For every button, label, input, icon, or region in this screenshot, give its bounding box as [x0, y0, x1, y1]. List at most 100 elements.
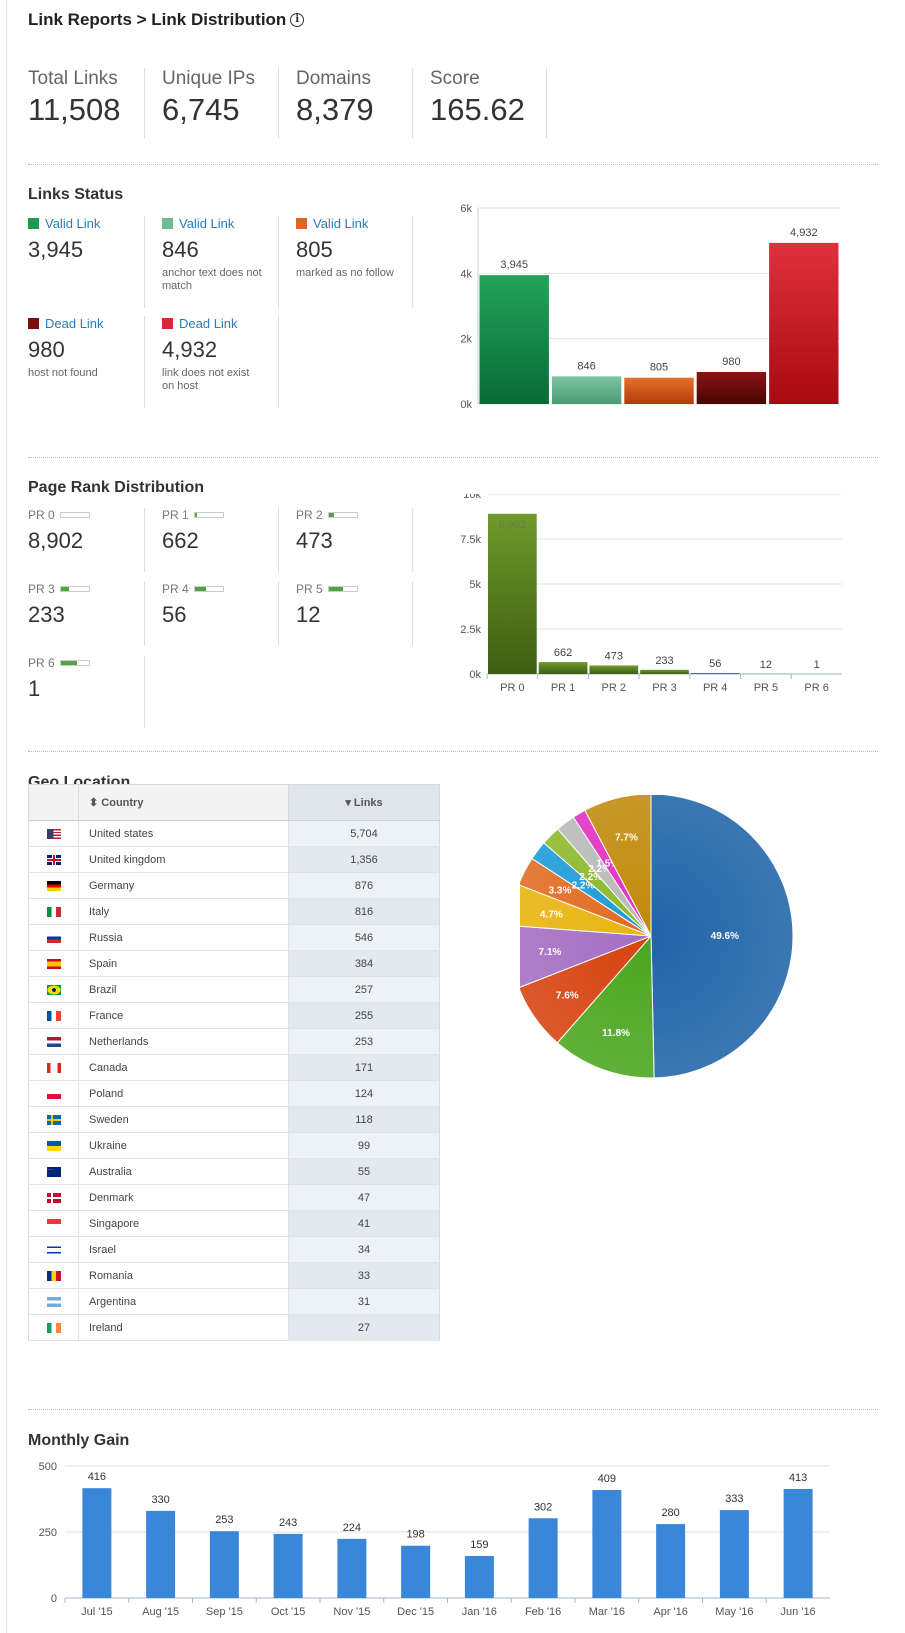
- links-cell: 876: [288, 872, 440, 899]
- pr-item: PR 2 473: [296, 508, 413, 572]
- table-row[interactable]: Italy 816: [28, 898, 440, 925]
- bar[interactable]: [538, 662, 588, 674]
- links-status-head[interactable]: Valid Link: [162, 216, 278, 231]
- links-status-head[interactable]: Dead Link: [28, 316, 144, 331]
- bar[interactable]: [273, 1533, 303, 1598]
- bar[interactable]: [696, 371, 767, 404]
- stat-value: 6,745: [162, 92, 240, 127]
- bar[interactable]: [146, 1510, 176, 1598]
- flag-cell: [28, 924, 79, 951]
- pie-slice-label: 2.2%: [572, 881, 595, 892]
- country-cell: France: [78, 1002, 289, 1029]
- links-status-desc: link does not exist on host: [162, 367, 250, 392]
- links-header[interactable]: ▾ Links: [288, 784, 440, 821]
- x-tick-label: Jul '15: [81, 1606, 112, 1618]
- table-row[interactable]: Germany 876: [28, 872, 440, 899]
- sort-desc-icon[interactable]: ▾: [345, 797, 351, 809]
- pr-value: 473: [296, 528, 333, 553]
- bar[interactable]: [592, 1490, 622, 1598]
- ie-flag-icon: [46, 1322, 61, 1333]
- table-row[interactable]: United kingdom 1,356: [28, 846, 440, 873]
- table-row[interactable]: Australia 55: [28, 1158, 440, 1185]
- divider: [28, 164, 878, 165]
- flag-cell: [28, 820, 79, 847]
- bar[interactable]: [401, 1545, 431, 1598]
- pie-slice[interactable]: [584, 795, 652, 937]
- links-status-title: Links Status: [28, 186, 124, 203]
- links-cell: 255: [288, 1002, 440, 1029]
- pr-level-bar: [59, 586, 90, 592]
- table-row[interactable]: Romania 33: [28, 1262, 440, 1289]
- x-tick-label: Oct '15: [271, 1606, 306, 1618]
- stat-score: Score 165.62: [430, 68, 547, 138]
- bar[interactable]: [528, 1518, 558, 1598]
- geo-table-body: United states 5,704 United kingdom 1,356 Ger…: [28, 820, 440, 1341]
- country-cell: Poland: [78, 1080, 289, 1107]
- table-row[interactable]: Russia 546: [28, 924, 440, 951]
- bar-value-label: 4,932: [790, 227, 818, 239]
- bar[interactable]: [464, 1556, 494, 1598]
- bar[interactable]: [783, 1488, 813, 1598]
- table-row[interactable]: Netherlands 253: [28, 1028, 440, 1055]
- bar[interactable]: [769, 242, 839, 404]
- pie-slice[interactable]: [520, 925, 652, 988]
- flag-cell: [28, 1080, 79, 1107]
- table-row[interactable]: Ireland 27: [28, 1314, 440, 1341]
- pie-slice-label: 4.7%: [540, 910, 563, 921]
- table-row[interactable]: Denmark 47: [28, 1184, 440, 1211]
- bar[interactable]: [640, 669, 689, 674]
- pie-slice[interactable]: [520, 884, 652, 937]
- table-row[interactable]: Argentina 31: [28, 1288, 440, 1315]
- geo-pie-chart: 49.6%11.8%7.6%7.1%4.7%3.3% 2.2%2.2%2.2%1.…: [520, 795, 794, 1079]
- table-row[interactable]: France 255: [28, 1002, 440, 1029]
- flag-cell: [28, 872, 79, 899]
- bar[interactable]: [589, 665, 639, 674]
- bar[interactable]: [488, 513, 537, 674]
- links-status-label: Dead Link: [45, 316, 104, 331]
- bar-value-label: 473: [605, 650, 623, 662]
- table-row[interactable]: Singapore 41: [28, 1210, 440, 1237]
- table-row[interactable]: United states 5,704: [28, 820, 440, 847]
- links-cell: 816: [288, 898, 440, 925]
- pie-slice[interactable]: [650, 795, 794, 1079]
- flag-cell: [28, 1106, 79, 1133]
- bar[interactable]: [479, 275, 549, 404]
- info-icon[interactable]: i: [290, 13, 305, 27]
- table-row[interactable]: Spain 384: [28, 950, 440, 977]
- pie-slice[interactable]: [520, 935, 652, 1044]
- table-row[interactable]: Poland 124: [28, 1080, 440, 1107]
- links-status-head[interactable]: Valid Link: [296, 216, 412, 231]
- bar[interactable]: [551, 376, 622, 404]
- bar[interactable]: [719, 1510, 749, 1598]
- bar[interactable]: [337, 1538, 367, 1598]
- monthly-gain-chart: 0 250 500 416 Jul '15 330 Aug '15 253 Sep '15 243…: [39, 1461, 830, 1618]
- links-cell: 41: [288, 1210, 440, 1237]
- pr-item: PR 6 1: [28, 656, 145, 728]
- bar[interactable]: [690, 672, 740, 674]
- bar-value-label: 8,902: [499, 519, 527, 531]
- y-tick-label: 2.5k: [460, 624, 481, 636]
- bar-value-label: 330: [151, 1494, 169, 1506]
- sort-icon[interactable]: ⬍: [89, 797, 99, 809]
- table-row[interactable]: Canada 171: [28, 1054, 440, 1081]
- bar[interactable]: [656, 1524, 686, 1598]
- pie-slice-label: 2.2%: [579, 872, 602, 883]
- table-row[interactable]: Sweden 118: [28, 1106, 440, 1133]
- links-status-value: 3,945: [28, 237, 84, 262]
- table-row[interactable]: Israel 34: [28, 1236, 440, 1263]
- table-row[interactable]: Brazil 257: [28, 976, 440, 1003]
- pie-slice[interactable]: [556, 934, 655, 1079]
- links-status-value: 846: [162, 237, 199, 262]
- pr-level-bar: [327, 512, 358, 518]
- links-status-head[interactable]: Dead Link: [162, 316, 278, 331]
- x-tick-label: PR 6: [804, 682, 828, 694]
- bar[interactable]: [82, 1488, 112, 1598]
- us-flag-icon: [46, 828, 61, 839]
- bar-value-label: 253: [215, 1514, 233, 1526]
- bar[interactable]: [209, 1531, 239, 1598]
- table-row[interactable]: Ukraine 99: [28, 1132, 440, 1159]
- links-status-head[interactable]: Valid Link: [28, 216, 144, 231]
- pr-label: PR 3: [28, 582, 55, 596]
- bar[interactable]: [624, 377, 694, 404]
- country-header[interactable]: ⬍ Country: [78, 784, 289, 821]
